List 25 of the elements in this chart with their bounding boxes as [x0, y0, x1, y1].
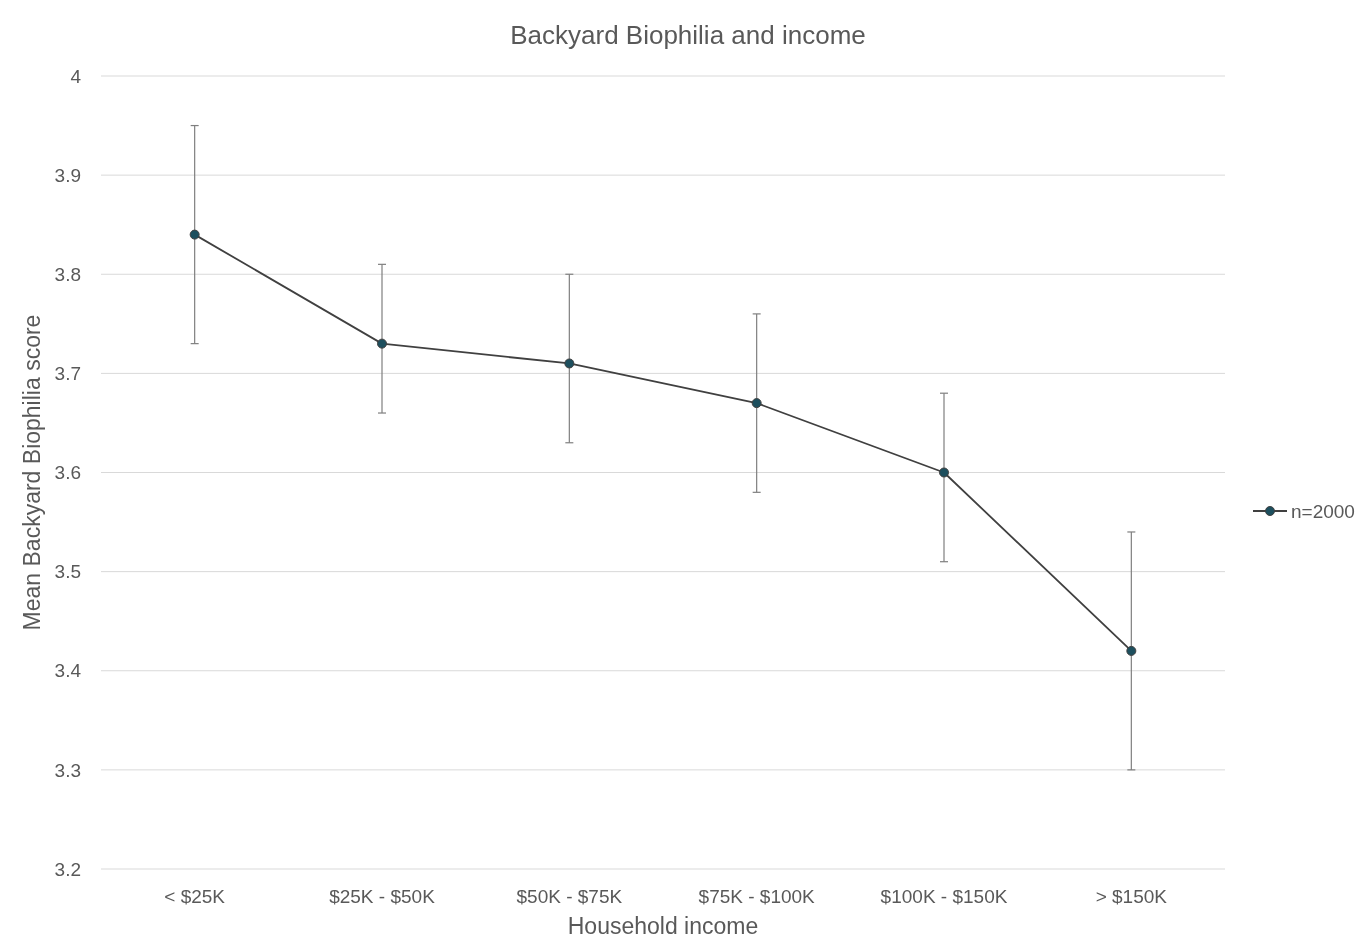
x-tick-label: $25K - $50K: [329, 886, 436, 907]
x-tick-label: < $25K: [164, 886, 226, 907]
y-tick-label: 3.8: [54, 263, 81, 285]
y-tick-label: 4: [70, 65, 82, 87]
y-tick-label: 3.9: [54, 164, 81, 186]
point: [377, 338, 387, 349]
y-tick-label: 3.6: [54, 462, 81, 484]
y-tick-label: 3.3: [54, 759, 81, 781]
x-tick-label: $75K - $100K: [698, 886, 816, 907]
chart-title: Backyard Biophilia and income: [510, 20, 866, 50]
x-tick-label: $50K - $75K: [516, 886, 623, 907]
y-tick-label: 3.7: [54, 363, 81, 385]
x-axis-title: Household income: [567, 913, 759, 934]
y-tick-label: 3.4: [54, 660, 82, 682]
y-tick-label: 3.5: [54, 561, 81, 583]
point: [939, 467, 949, 478]
point: [564, 358, 575, 369]
x-tick-label: $100K - $150K: [880, 886, 1008, 907]
y-axis-title: Mean Backyard Biophilia score: [19, 314, 45, 631]
x-tick-label: > $150K: [1095, 886, 1168, 907]
y-tick-label: 3.2: [54, 858, 81, 880]
point: [189, 229, 200, 240]
legend-label: n=2000: [1291, 500, 1355, 522]
point: [1126, 645, 1137, 656]
point: [751, 398, 762, 409]
